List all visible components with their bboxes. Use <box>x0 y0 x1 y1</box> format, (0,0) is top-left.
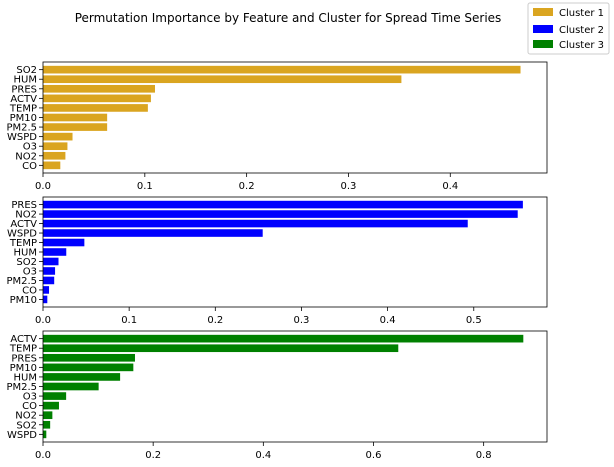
bar-actv <box>43 94 151 103</box>
bar-pm25 <box>43 276 55 285</box>
legend-label-cluster-1: Cluster 1 <box>559 8 604 19</box>
bar-temp <box>43 344 399 353</box>
legend-label-cluster-3: Cluster 3 <box>559 40 604 51</box>
x-tick-label: 0.0 <box>35 450 51 461</box>
axes-frame <box>42 330 548 443</box>
bar-temp <box>43 238 85 247</box>
category-label: O3 <box>23 142 37 153</box>
bar-pm25 <box>43 382 99 391</box>
x-tick-label: 0.1 <box>121 315 137 326</box>
category-label: HUM <box>14 248 37 259</box>
bar-pm10 <box>43 363 134 372</box>
category-label: SO2 <box>16 65 37 76</box>
x-tick-label: 0.4 <box>380 315 396 326</box>
bar-co <box>43 401 59 410</box>
bar-pres <box>43 353 135 362</box>
x-tick-label: 0.0 <box>35 315 51 326</box>
x-tick-label: 0.3 <box>341 181 357 192</box>
bar-co <box>43 161 61 170</box>
x-tick-label: 0.2 <box>239 181 255 192</box>
bar-temp <box>43 104 148 112</box>
category-label: PM2.5 <box>6 382 37 393</box>
x-tick-label: 0.6 <box>366 450 382 461</box>
category-label: CO <box>22 285 37 296</box>
x-tick-label: 0.8 <box>476 450 492 461</box>
bar-so2 <box>43 257 59 266</box>
category-label: HUM <box>14 372 37 383</box>
x-tick-label: 0.1 <box>137 181 153 192</box>
bar-wspd <box>43 430 47 439</box>
category-label: ACTV <box>10 219 37 230</box>
category-label: TEMP <box>9 238 37 249</box>
bar-pres <box>43 200 523 209</box>
category-label: TEMP <box>9 344 37 355</box>
bar-hum <box>43 248 67 256</box>
bar-no2 <box>43 210 518 218</box>
category-label: NO2 <box>15 151 37 162</box>
category-label: PM10 <box>10 295 37 306</box>
category-label: SO2 <box>16 420 37 431</box>
category-label: CO <box>22 161 37 172</box>
category-label: O3 <box>23 266 37 277</box>
bar-hum <box>43 75 402 84</box>
legend-swatch-cluster-1 <box>533 8 553 16</box>
legend: Cluster 1 Cluster 2 Cluster 3 <box>527 2 610 55</box>
legend-swatch-cluster-2 <box>533 25 553 33</box>
category-label: PRES <box>11 84 37 95</box>
bar-pm10 <box>43 113 108 122</box>
bar-so2 <box>43 65 521 74</box>
x-tick-label: 0.4 <box>442 181 458 192</box>
x-tick-label: 0.2 <box>145 450 161 461</box>
bar-co <box>43 286 50 294</box>
category-label: PRES <box>11 353 37 364</box>
category-label: SO2 <box>16 257 37 268</box>
category-label: ACTV <box>10 334 37 345</box>
category-label: WSPD <box>7 132 37 143</box>
axes-frame <box>42 196 548 308</box>
legend-label-cluster-2: Cluster 2 <box>559 25 604 36</box>
x-tick-label: 0.2 <box>207 315 223 326</box>
category-label: NO2 <box>15 411 37 422</box>
bar-o3 <box>43 267 56 275</box>
bar-pm25 <box>43 123 108 131</box>
bar-so2 <box>43 420 51 429</box>
legend-swatch-cluster-3 <box>533 40 553 48</box>
bar-wspd <box>43 229 263 237</box>
category-label: PM2.5 <box>6 123 37 134</box>
bar-pm10 <box>43 295 48 304</box>
category-label: NO2 <box>15 210 37 221</box>
bar-hum <box>43 373 121 381</box>
category-label: PRES <box>11 200 37 211</box>
bar-pres <box>43 84 155 93</box>
category-label: CO <box>22 401 37 412</box>
category-label: PM2.5 <box>6 276 37 287</box>
x-tick-label: 0.0 <box>35 181 51 192</box>
bar-o3 <box>43 392 67 400</box>
bar-o3 <box>43 142 68 151</box>
category-label: WSPD <box>7 430 37 441</box>
category-label: PM10 <box>10 113 37 124</box>
bar-actv <box>43 219 468 228</box>
bar-no2 <box>43 411 53 420</box>
axes-frame <box>42 61 548 174</box>
bar-no2 <box>43 151 66 160</box>
category-label: ACTV <box>10 94 37 105</box>
chart-title: Permutation Importance by Feature and Cl… <box>75 11 502 25</box>
category-label: O3 <box>23 392 37 403</box>
category-label: WSPD <box>7 229 37 240</box>
category-label: HUM <box>14 75 37 86</box>
category-label: TEMP <box>9 103 37 114</box>
x-tick-label: 0.4 <box>255 450 271 461</box>
category-label: PM10 <box>10 363 37 374</box>
bar-actv <box>43 334 524 343</box>
bar-wspd <box>43 132 73 141</box>
x-tick-label: 0.5 <box>466 315 482 326</box>
x-tick-label: 0.3 <box>294 315 310 326</box>
